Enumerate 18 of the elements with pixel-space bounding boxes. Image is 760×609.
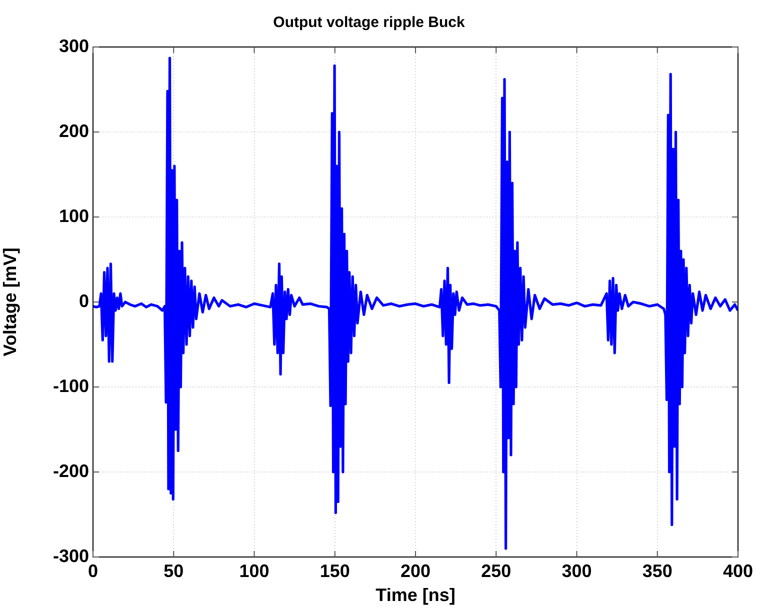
- x-tick-label: 50: [164, 560, 184, 581]
- y-tick-label: 300: [58, 36, 89, 56]
- x-tick-label: 200: [400, 560, 431, 581]
- y-tick-label: -100: [52, 376, 89, 396]
- x-tick-label: 350: [642, 560, 672, 581]
- y-tick-label: -300: [52, 546, 89, 566]
- y-axis-title: Voltage [mV]: [0, 248, 20, 356]
- y-tick-label: 100: [58, 206, 89, 226]
- x-tick-label: 250: [481, 560, 512, 581]
- x-tick-label: 150: [320, 560, 350, 581]
- y-tick-label: -200: [52, 460, 89, 481]
- x-tick-label: 100: [239, 560, 270, 581]
- y-tick-label: 200: [58, 120, 89, 141]
- x-tick-label: 300: [562, 560, 592, 581]
- x-tick-label: 400: [722, 560, 754, 581]
- chart-title: Output voltage ripple Buck: [273, 14, 466, 32]
- x-axis-title: Time [ns]: [376, 585, 456, 606]
- y-tick-label: 0: [78, 290, 89, 311]
